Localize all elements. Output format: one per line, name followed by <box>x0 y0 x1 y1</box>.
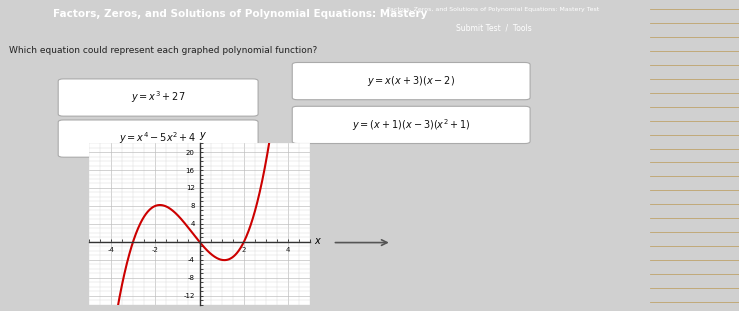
FancyBboxPatch shape <box>58 79 258 116</box>
Text: $y = x^4 - 5x^2 + 4$: $y = x^4 - 5x^2 + 4$ <box>120 131 197 146</box>
Text: Submit Test  /  Tools: Submit Test / Tools <box>455 24 531 32</box>
Text: $y = x(x+3)(x-2)$: $y = x(x+3)(x-2)$ <box>367 74 455 88</box>
Text: Factors, Zeros, and Solutions of Polynomial Equations: Mastery Test: Factors, Zeros, and Solutions of Polynom… <box>387 7 599 12</box>
Text: $y = x^3 + 27$: $y = x^3 + 27$ <box>131 90 185 105</box>
Text: Factors, Zeros, and Solutions of Polynomial Equations: Mastery: Factors, Zeros, and Solutions of Polynom… <box>53 9 428 19</box>
Text: Which equation could represent each graphed polynomial function?: Which equation could represent each grap… <box>10 45 318 54</box>
FancyBboxPatch shape <box>292 106 530 143</box>
Text: $y = (x+1)(x-3)(x^2+1)$: $y = (x+1)(x-3)(x^2+1)$ <box>352 117 471 133</box>
FancyBboxPatch shape <box>58 120 258 157</box>
Text: $y$: $y$ <box>199 130 207 142</box>
FancyBboxPatch shape <box>292 63 530 100</box>
Text: $x$: $x$ <box>313 235 321 246</box>
